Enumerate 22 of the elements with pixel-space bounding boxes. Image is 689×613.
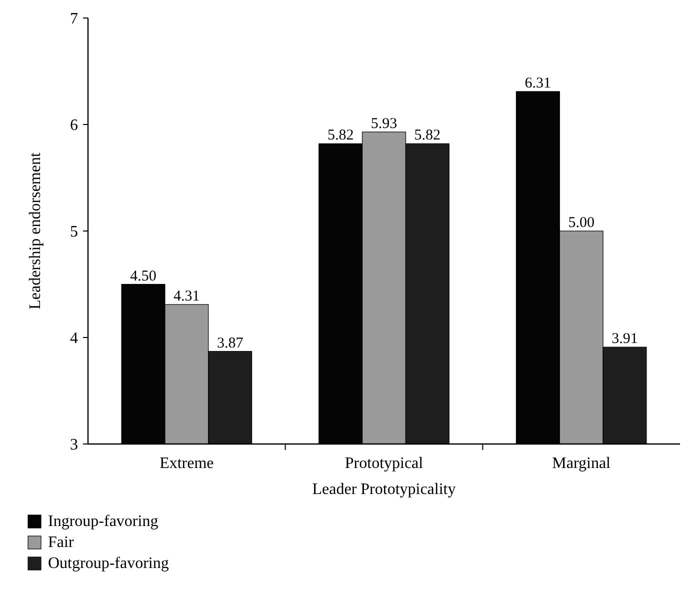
- text: 4.31: [174, 288, 200, 304]
- text: 5.82: [327, 128, 354, 144]
- text: 3.87: [216, 335, 244, 352]
- x-tick-label: Extreme: [160, 455, 214, 472]
- text: 6.31: [524, 75, 552, 92]
- y-tick-label: 5: [70, 224, 78, 241]
- x-tick-label: Prototypical: [344, 455, 424, 472]
- x-tick-label: Marginal: [552, 455, 612, 472]
- text: 4.50: [130, 268, 156, 284]
- y-tick-label: 3: [70, 436, 78, 454]
- text: 5.93: [370, 116, 398, 132]
- y-tick-label: 6: [70, 117, 78, 134]
- legend-label: Ingroup-favoring: [48, 513, 158, 530]
- y-tick-label: 4: [70, 330, 78, 348]
- text: 3.91: [612, 331, 638, 348]
- y-tick-label: 7: [70, 10, 78, 28]
- legend-label: Fair: [48, 534, 74, 551]
- text: 5.82: [414, 128, 441, 144]
- x-axis-title: Leader Prototypicality: [312, 481, 456, 498]
- legend-label: Outgroup-favoring: [48, 555, 169, 572]
- text: 5.00: [568, 215, 594, 231]
- y-axis-title: Leadership endorsement: [27, 152, 44, 310]
